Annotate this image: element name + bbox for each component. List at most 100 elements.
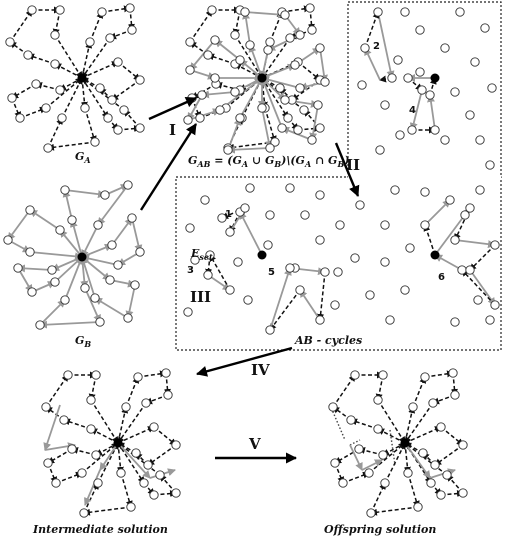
route-edge-a <box>90 428 119 444</box>
customer-node <box>465 265 475 275</box>
route-edge-b <box>261 107 273 149</box>
customer-node <box>283 113 293 123</box>
route-edge-b <box>39 299 66 326</box>
scatter-node <box>440 135 450 145</box>
customer-node <box>315 43 325 53</box>
scatter-node <box>460 210 470 220</box>
ab-cycles-frame-mid <box>175 176 502 351</box>
route-edge-a <box>403 442 411 474</box>
customer-node <box>95 83 105 93</box>
customer-node <box>130 280 140 290</box>
depot-node <box>430 73 440 83</box>
step-arrow-I-b <box>139 123 198 211</box>
customer-node <box>35 320 45 330</box>
graph-edge <box>269 289 301 331</box>
scatter-node <box>485 160 495 170</box>
scatter-node <box>330 300 340 310</box>
customer-node <box>93 220 103 230</box>
route-edge-a <box>81 77 109 119</box>
customer-node <box>90 293 100 303</box>
scatter-node <box>473 295 483 305</box>
customer-node <box>235 55 245 65</box>
customer-node <box>328 402 338 412</box>
route-edge-a <box>45 77 83 109</box>
customer-node <box>418 448 428 458</box>
scatter-node <box>380 100 390 110</box>
cycle-number-5: 5 <box>268 267 275 278</box>
route-edge-b <box>7 209 31 241</box>
customer-node <box>57 113 67 123</box>
label-ga: GA <box>75 150 91 165</box>
customer-node <box>50 59 60 69</box>
route-edge-a <box>260 77 268 109</box>
scatter-node <box>355 200 365 210</box>
route-edge-a <box>83 506 132 516</box>
route-edge-b <box>69 219 83 258</box>
customer-node <box>430 125 440 135</box>
customer-node <box>235 113 245 123</box>
customer-node <box>79 508 89 518</box>
customer-node <box>183 115 193 125</box>
scatter-node <box>380 220 390 230</box>
step-label-II: II <box>346 156 360 174</box>
customer-node <box>425 90 435 100</box>
graph-edge <box>424 199 451 226</box>
customer-node <box>126 502 136 512</box>
customer-node <box>27 287 37 297</box>
route-edge-a <box>412 376 427 408</box>
route-edge-b <box>81 254 119 266</box>
depot-node <box>257 73 267 83</box>
dotted-new-edge <box>329 404 346 441</box>
route-edge-a <box>404 426 442 444</box>
customer-node <box>51 478 61 488</box>
customer-node <box>27 5 37 15</box>
scatter-node <box>480 23 490 33</box>
label-gb: GB <box>75 334 91 349</box>
customer-node <box>315 123 325 133</box>
graph-edge <box>434 254 463 271</box>
customer-node <box>205 250 215 260</box>
scatter-node <box>390 185 400 195</box>
customer-node <box>290 60 300 70</box>
customer-node <box>67 215 77 225</box>
scatter-node <box>405 243 415 253</box>
route-edge-b <box>214 39 241 61</box>
route-edge-b <box>201 90 236 99</box>
step-label-IV: IV <box>251 361 270 379</box>
step-arrow-IV <box>196 346 293 377</box>
dotted-new-edge <box>389 429 396 466</box>
route-edge-b <box>29 209 61 231</box>
customer-node <box>123 313 133 323</box>
scatter-node <box>300 210 310 220</box>
customer-node <box>55 5 65 15</box>
customer-node <box>436 422 446 432</box>
route-edge-b <box>319 47 328 83</box>
customer-node <box>428 398 438 408</box>
depot-node <box>77 73 87 83</box>
route-edge-a <box>89 11 104 43</box>
customer-node <box>121 402 131 412</box>
route-edge-a <box>97 442 119 484</box>
scatter-node <box>400 285 410 295</box>
step-label-III: III <box>190 288 211 306</box>
customer-node <box>315 315 325 325</box>
route-edge-a <box>291 79 321 101</box>
route-edge-b <box>81 224 99 258</box>
customer-node <box>55 85 65 95</box>
customer-node <box>442 470 452 480</box>
route-edge-a <box>377 399 406 444</box>
customer-node <box>299 105 309 115</box>
route-edge-a <box>84 107 97 143</box>
customer-node <box>107 95 117 105</box>
customer-node <box>67 444 77 454</box>
route-edge-b <box>131 217 143 253</box>
route-edge-b <box>187 94 203 121</box>
route-edge-b <box>242 11 251 46</box>
route-edge-a <box>377 428 406 444</box>
route-edge-a <box>61 77 83 119</box>
customer-node <box>240 203 250 213</box>
route-edge-b <box>64 189 106 199</box>
customer-node <box>77 468 87 478</box>
scatter-node <box>470 57 480 67</box>
caption-intermediate: Intermediate solution <box>32 523 168 536</box>
